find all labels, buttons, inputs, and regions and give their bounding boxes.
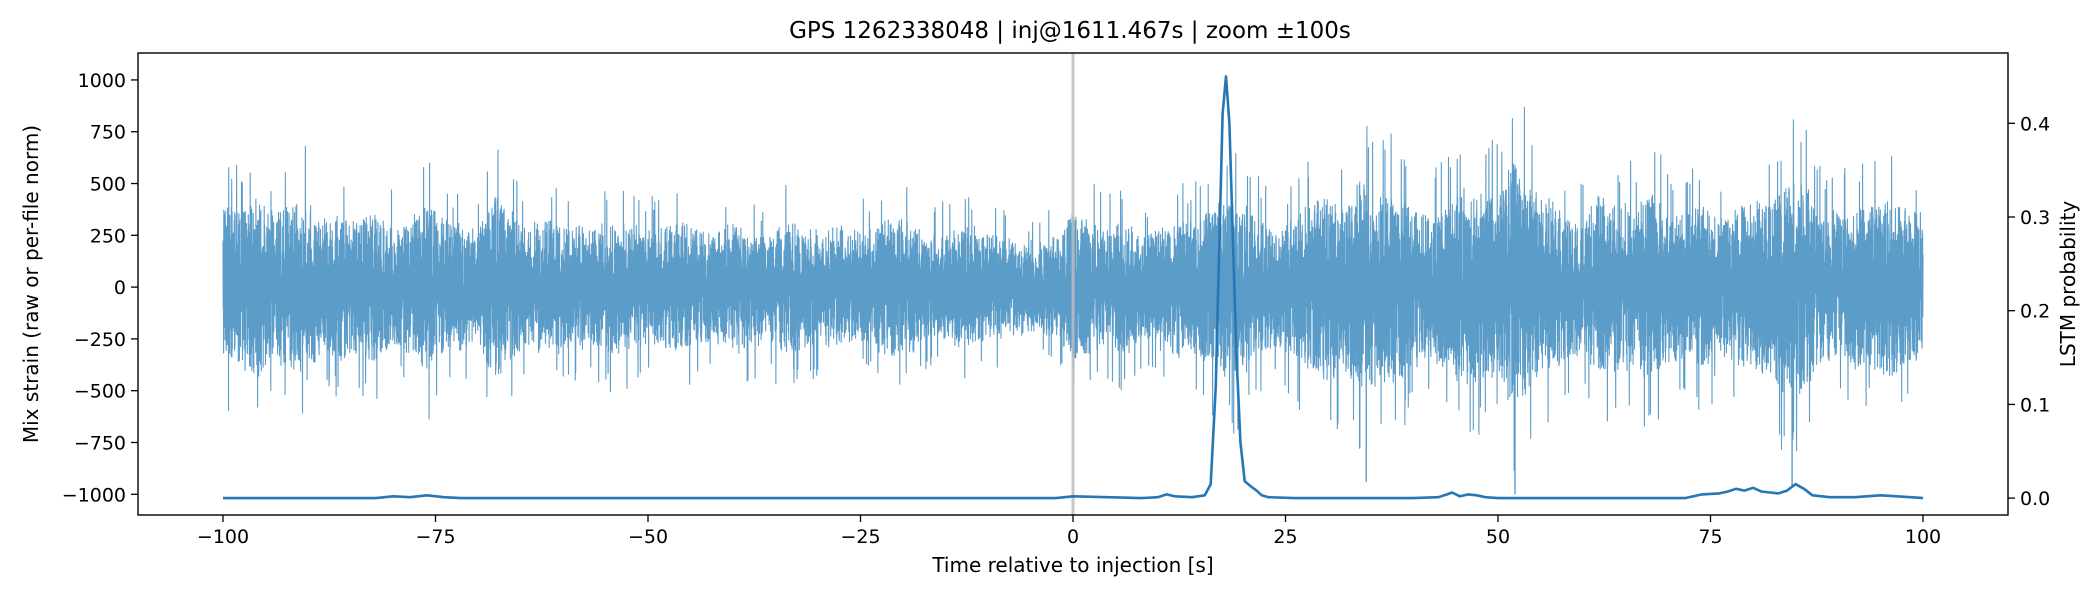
x-tick-label: −75 [415,526,455,548]
y2-axis-ticks: 0.0 0.1 0.2 0.3 0.4 [2008,113,2050,510]
y-tick-label: 1000 [78,70,126,92]
x-tick-label: 0 [1067,526,1079,548]
x-tick-label: −50 [628,526,668,548]
y2-axis-label: LSTM probability [2056,201,2080,368]
y2-tick-label: 0.4 [2020,113,2050,135]
y2-tick-label: 0.3 [2020,207,2050,229]
y-tick-label: −500 [74,381,126,403]
y-tick-label: −750 [74,432,126,454]
y-axis-ticks: −1000 −750 −500 −250 0 250 500 750 1000 [62,70,138,506]
x-tick-label: −100 [197,526,249,548]
x-tick-label: 25 [1273,526,1297,548]
y-tick-label: 500 [90,174,126,196]
y-tick-label: 750 [90,122,126,144]
y2-tick-label: 0.0 [2020,488,2050,510]
chart-title: GPS 1262338048 | inj@1611.467s | zoom ±1… [789,18,1351,44]
x-axis-ticks: −100 −75 −50 −25 0 25 50 75 100 [197,515,1941,548]
y-axis-label: Mix strain (raw or per-file norm) [19,125,43,443]
probability-series [223,75,1924,500]
x-axis-label: Time relative to injection [s] [931,553,1213,577]
x-tick-label: −25 [840,526,880,548]
y2-tick-label: 0.1 [2020,394,2050,416]
plot-area [137,52,2009,516]
probability-line [223,75,1924,500]
y-tick-label: −250 [74,329,126,351]
y-tick-label: 0 [114,277,126,299]
y-tick-label: −1000 [62,484,126,506]
x-tick-label: 50 [1486,526,1510,548]
x-tick-label: 100 [1905,526,1941,548]
x-tick-label: 75 [1698,526,1722,548]
y-tick-label: 250 [90,225,126,247]
y2-tick-label: 0.2 [2020,301,2050,323]
